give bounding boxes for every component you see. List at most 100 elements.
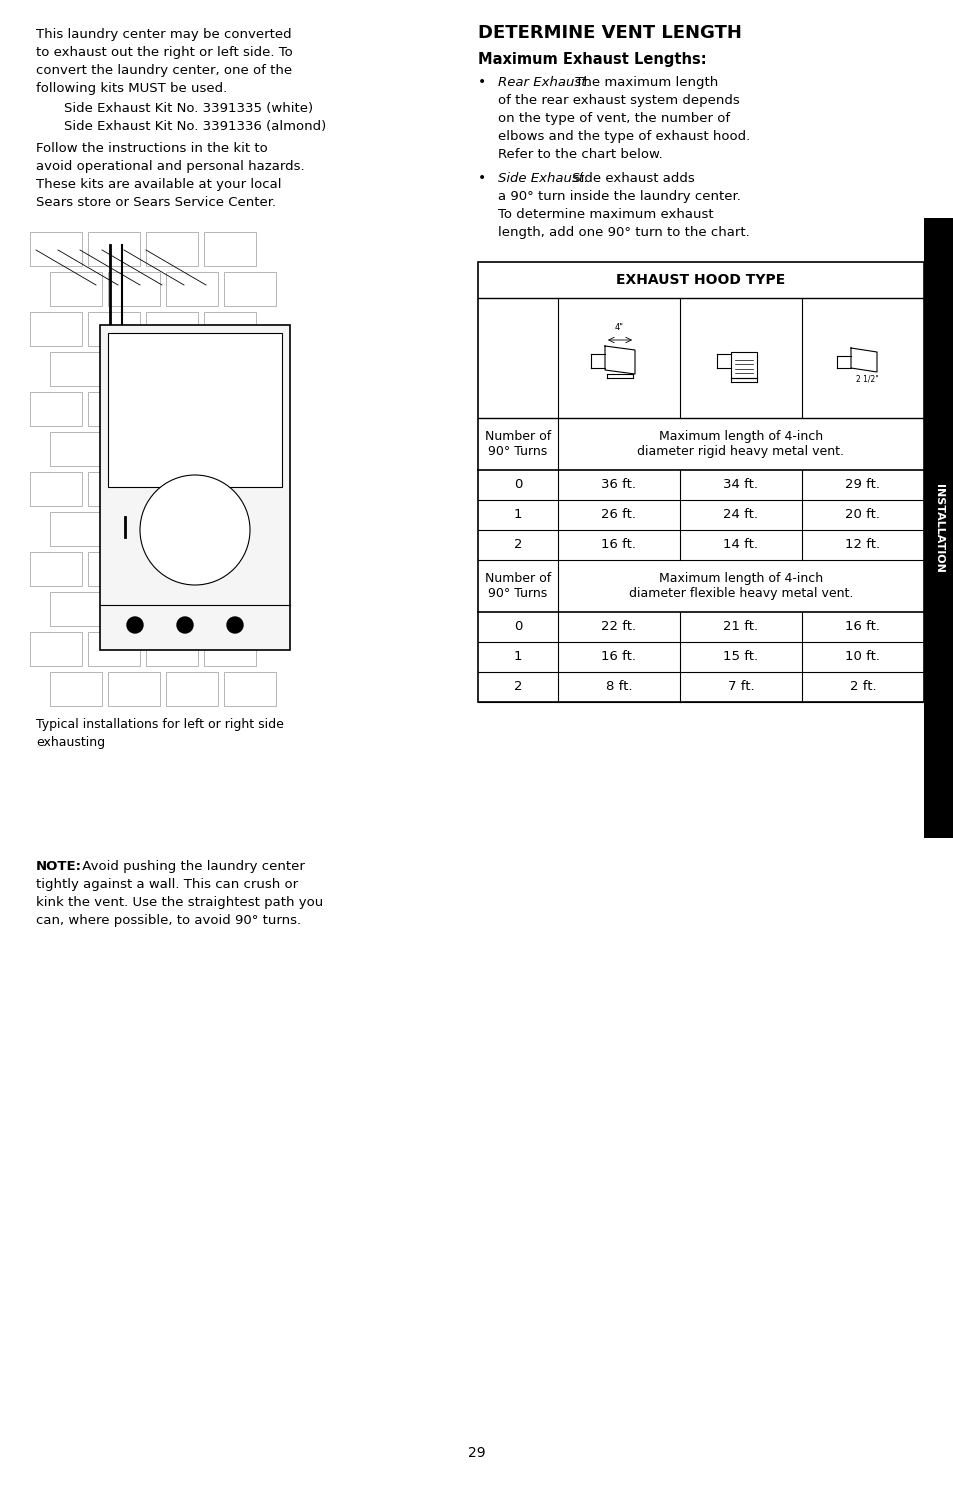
Text: 29 ft.: 29 ft.: [844, 479, 880, 492]
Text: •: •: [477, 171, 486, 184]
Bar: [224, 672, 275, 706]
Text: 2: 2: [514, 538, 521, 552]
Bar: [108, 272, 160, 306]
Text: NOTE:: NOTE:: [36, 859, 82, 873]
Text: Maximum length of 4-inch
diameter rigid heavy metal vent.: Maximum length of 4-inch diameter rigid …: [637, 430, 843, 458]
Text: INSTALLATION: INSTALLATION: [933, 483, 943, 572]
Text: 24 ft.: 24 ft.: [722, 509, 758, 522]
Text: 36 ft.: 36 ft.: [601, 479, 636, 492]
Bar: [224, 272, 275, 306]
Bar: [224, 433, 275, 465]
Text: 21 ft.: 21 ft.: [722, 620, 758, 633]
Bar: [224, 592, 275, 626]
Text: tightly against a wall. This can crush or: tightly against a wall. This can crush o…: [36, 877, 297, 891]
Text: 0: 0: [514, 620, 521, 633]
Text: This laundry center may be converted: This laundry center may be converted: [36, 28, 292, 42]
Bar: [50, 433, 102, 465]
Circle shape: [140, 474, 250, 584]
Bar: [146, 393, 198, 425]
Text: 29: 29: [468, 1445, 485, 1460]
Bar: [30, 471, 82, 506]
Text: convert the laundry center, one of the: convert the laundry center, one of the: [36, 64, 292, 77]
Text: Typical installations for left or right side: Typical installations for left or right …: [36, 718, 284, 732]
Text: 1: 1: [514, 509, 521, 522]
Text: 4": 4": [614, 323, 623, 332]
Bar: [88, 471, 140, 506]
Bar: [477, 262, 923, 702]
Bar: [204, 552, 255, 586]
Text: 14 ft.: 14 ft.: [722, 538, 758, 552]
Text: 0: 0: [514, 479, 521, 492]
Text: avoid operational and personal hazards.: avoid operational and personal hazards.: [36, 161, 304, 172]
Bar: [146, 632, 198, 666]
Bar: [166, 592, 218, 626]
Bar: [166, 272, 218, 306]
Text: following kits MUST be used.: following kits MUST be used.: [36, 82, 227, 95]
Text: to exhaust out the right or left side. To: to exhaust out the right or left side. T…: [36, 46, 293, 59]
Text: 22 ft.: 22 ft.: [600, 620, 636, 633]
Bar: [204, 312, 255, 346]
Bar: [146, 471, 198, 506]
Bar: [108, 672, 160, 706]
Bar: [166, 512, 218, 546]
Text: Side Exhaust Kit No. 3391336 (almond): Side Exhaust Kit No. 3391336 (almond): [64, 120, 326, 132]
Bar: [204, 393, 255, 425]
Bar: [88, 552, 140, 586]
Text: 2: 2: [514, 681, 521, 693]
Text: Follow the instructions in the kit to: Follow the instructions in the kit to: [36, 141, 268, 155]
Bar: [30, 393, 82, 425]
Bar: [146, 552, 198, 586]
Text: elbows and the type of exhaust hood.: elbows and the type of exhaust hood.: [497, 129, 749, 143]
Bar: [30, 632, 82, 666]
Text: •: •: [477, 74, 486, 89]
Text: 16 ft.: 16 ft.: [844, 620, 880, 633]
Bar: [108, 512, 160, 546]
Bar: [923, 219, 953, 839]
Text: The maximum length: The maximum length: [571, 76, 718, 89]
Text: 7 ft.: 7 ft.: [727, 681, 754, 693]
Text: of the rear exhaust system depends: of the rear exhaust system depends: [497, 94, 739, 107]
Bar: [108, 333, 282, 488]
Text: on the type of vent, the number of: on the type of vent, the number of: [497, 112, 729, 125]
Text: length, add one 90° turn to the chart.: length, add one 90° turn to the chart.: [497, 226, 749, 239]
Text: Side Exhaust.: Side Exhaust.: [497, 172, 588, 184]
Bar: [50, 272, 102, 306]
Text: Refer to the chart below.: Refer to the chart below.: [497, 149, 662, 161]
Text: Maximum length of 4-inch
diameter flexible heavy metal vent.: Maximum length of 4-inch diameter flexib…: [628, 572, 852, 599]
Bar: [50, 592, 102, 626]
Text: 1: 1: [514, 650, 521, 663]
Text: Avoid pushing the laundry center: Avoid pushing the laundry center: [78, 859, 305, 873]
Bar: [50, 352, 102, 387]
Text: Side exhaust adds: Side exhaust adds: [567, 172, 694, 184]
Bar: [50, 512, 102, 546]
Text: exhausting: exhausting: [36, 736, 105, 749]
Text: Rear Exhaust.: Rear Exhaust.: [497, 76, 590, 89]
Bar: [88, 393, 140, 425]
Bar: [146, 232, 198, 266]
Circle shape: [177, 617, 193, 633]
Text: 15 ft.: 15 ft.: [722, 650, 758, 663]
Bar: [50, 672, 102, 706]
Text: Sears store or Sears Service Center.: Sears store or Sears Service Center.: [36, 196, 275, 210]
Bar: [88, 632, 140, 666]
Text: 16 ft.: 16 ft.: [601, 538, 636, 552]
Bar: [204, 632, 255, 666]
Bar: [88, 312, 140, 346]
Text: 34 ft.: 34 ft.: [722, 479, 758, 492]
Text: Maximum Exhaust Lengths:: Maximum Exhaust Lengths:: [477, 52, 706, 67]
Circle shape: [227, 617, 243, 633]
Text: 26 ft.: 26 ft.: [601, 509, 636, 522]
Bar: [166, 433, 218, 465]
Bar: [100, 326, 290, 650]
Bar: [108, 352, 160, 387]
Bar: [30, 312, 82, 346]
Bar: [730, 352, 757, 378]
Text: a 90° turn inside the laundry center.: a 90° turn inside the laundry center.: [497, 190, 740, 204]
Text: can, where possible, to avoid 90° turns.: can, where possible, to avoid 90° turns.: [36, 915, 301, 926]
Bar: [204, 232, 255, 266]
Bar: [166, 352, 218, 387]
Text: Side Exhaust Kit No. 3391335 (white): Side Exhaust Kit No. 3391335 (white): [64, 103, 313, 114]
Text: 16 ft.: 16 ft.: [601, 650, 636, 663]
Bar: [30, 232, 82, 266]
Circle shape: [127, 617, 143, 633]
